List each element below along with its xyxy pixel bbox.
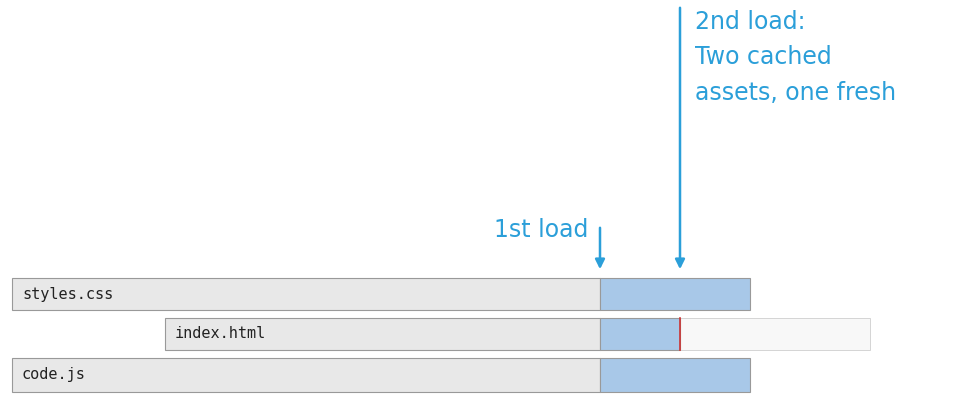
Text: styles.css: styles.css [22,286,113,302]
Bar [599,278,749,310]
Bar [165,318,599,350]
Bar [599,358,749,392]
Bar [12,358,599,392]
Text: 1st load: 1st load [493,218,587,242]
Text: 2nd load:
Two cached
assets, one fresh: 2nd load: Two cached assets, one fresh [695,10,895,105]
Bar [679,318,869,350]
Text: code.js: code.js [22,368,86,383]
Bar [599,318,679,350]
Bar [12,278,599,310]
Text: index.html: index.html [174,326,266,341]
